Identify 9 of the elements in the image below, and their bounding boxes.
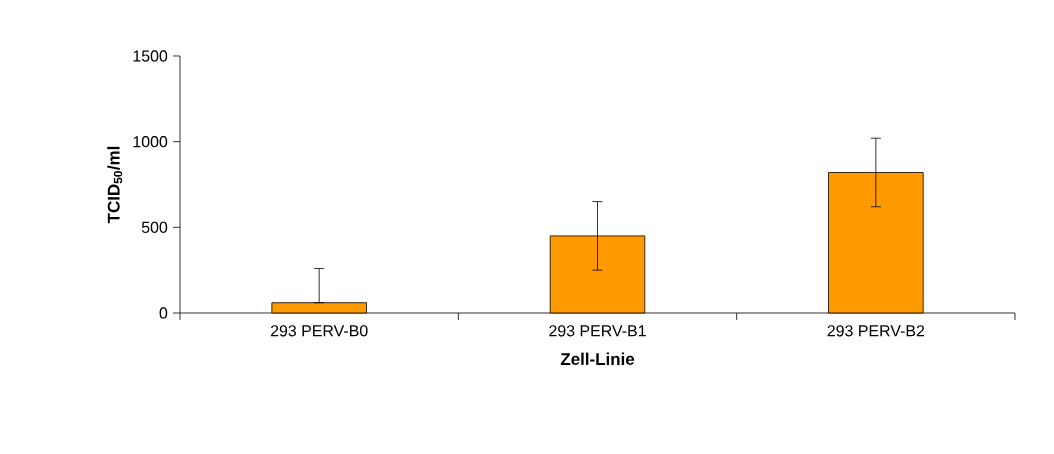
y-tick-label: 0 [159, 307, 168, 319]
x-tick-label: 293 PERV-B0 [270, 325, 368, 337]
y-tick-label: 1000 [133, 136, 168, 148]
x-axis-title: Zell-Linie [560, 352, 635, 366]
y-tick-label: 1500 [133, 50, 168, 62]
x-tick-label: 293 PERV-B1 [549, 325, 646, 337]
y-tick-label: 500 [141, 221, 168, 233]
x-tick-label: 293 PERV-B2 [827, 325, 925, 337]
y-axis-title: TCID$_{50}$/ml [107, 146, 123, 224]
